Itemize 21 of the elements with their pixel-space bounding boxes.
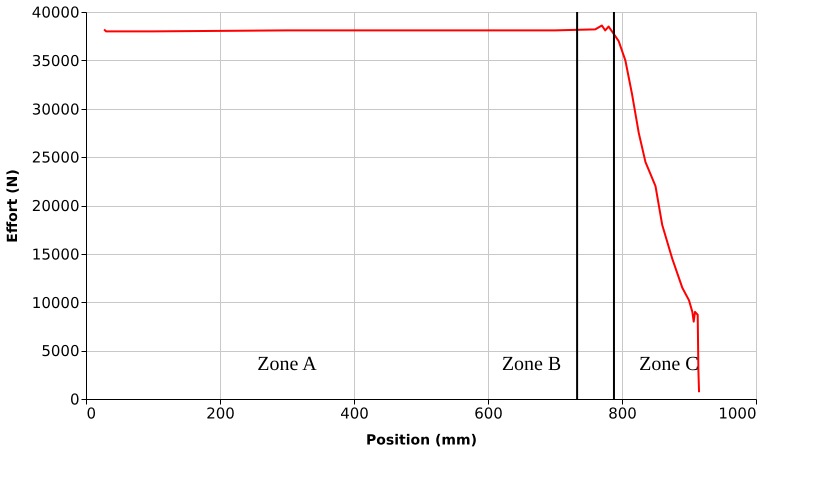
y-tick-label: 0	[70, 390, 80, 408]
annotation: Zone C	[639, 353, 699, 376]
y-tick-label: 10000	[32, 294, 80, 312]
y-tick-label: 30000	[32, 100, 80, 118]
y-tick-label: 15000	[32, 245, 80, 264]
y-tick-label: 35000	[32, 52, 80, 70]
y-tick-label: 20000	[32, 197, 80, 215]
annotation: Zone A	[257, 353, 318, 376]
x-tick-label: 800	[608, 404, 637, 422]
x-tick-label: 200	[206, 404, 235, 422]
y-axis-title: Effort (N)	[4, 169, 21, 243]
x-axis-title: Position (mm)	[366, 432, 477, 448]
x-tick-label: 1000	[718, 404, 756, 422]
y-tick-label: 25000	[32, 148, 80, 167]
y-tick-label: 5000	[41, 342, 80, 360]
x-tick-label: 0	[86, 404, 96, 422]
y-tick-label: 40000	[32, 4, 80, 22]
annotation: Zone B	[502, 353, 562, 376]
x-tick-label: 400	[340, 404, 369, 422]
x-tick-label: 600	[474, 404, 503, 422]
line-series	[103, 24, 700, 394]
